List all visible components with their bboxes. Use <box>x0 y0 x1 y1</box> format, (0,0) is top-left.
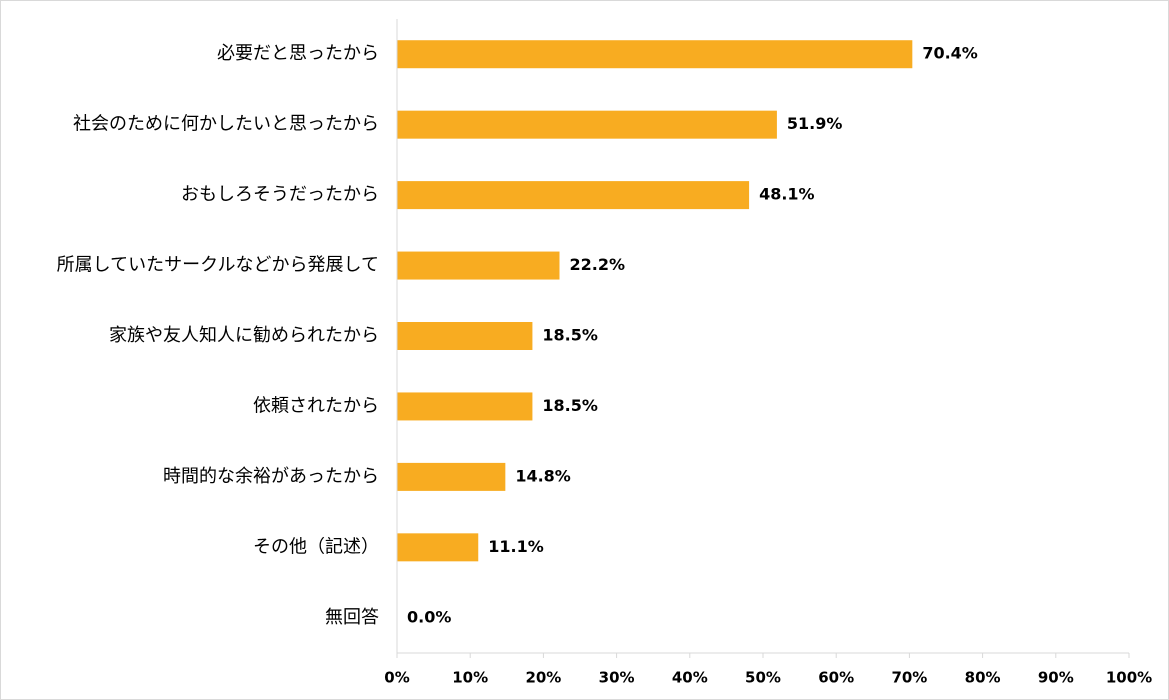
bar-4 <box>397 322 533 350</box>
category-label-0: 必要だと思ったから <box>217 43 379 64</box>
category-label-7: その他（記述） <box>253 536 379 557</box>
x-ticks-group: 0% 10% 20% 30% 40% 50% 60% 70% 80% 90% 100% <box>384 653 1152 687</box>
bar-7 <box>397 533 479 562</box>
value-label-2: 48.1% <box>759 185 815 204</box>
bar-0 <box>397 40 913 69</box>
category-labels-group: 必要だと思ったから社会のために何かしたいと思ったからおもしろそうだったから所属し… <box>57 43 379 628</box>
bar-3 <box>397 251 560 280</box>
value-label-3: 22.2% <box>570 255 626 274</box>
value-label-5: 18.5% <box>542 396 598 415</box>
bars-group <box>397 40 913 562</box>
bar-2 <box>397 181 750 210</box>
x-tick-label-7: 70% <box>891 669 927 687</box>
x-tick-label-10: 100% <box>1106 669 1152 687</box>
category-label-8: 無回答 <box>325 607 379 628</box>
x-tick-label-5: 50% <box>745 669 781 687</box>
category-label-6: 時間的な余裕があったから <box>163 466 379 487</box>
value-label-6: 14.8% <box>515 466 571 485</box>
category-label-3: 所属していたサークルなどから発展して <box>57 255 379 276</box>
value-label-7: 11.1% <box>488 537 544 556</box>
value-label-1: 51.9% <box>787 114 843 133</box>
x-tick-label-4: 40% <box>672 669 708 687</box>
bar-1 <box>397 110 777 139</box>
bar-6 <box>397 462 506 491</box>
x-tick-label-6: 60% <box>818 669 854 687</box>
category-label-5: 依頼されたから <box>253 395 379 416</box>
category-label-4: 家族や友人知人に勧められたから <box>109 325 379 346</box>
x-tick-label-3: 30% <box>599 669 635 687</box>
x-tick-label-1: 10% <box>452 669 488 687</box>
bar-5 <box>397 392 533 421</box>
value-label-0: 70.4% <box>922 44 978 63</box>
value-label-8: 0.0% <box>407 607 451 626</box>
x-tick-label-2: 20% <box>525 669 561 687</box>
x-tick-label-8: 80% <box>965 669 1001 687</box>
category-label-2: おもしろそうだったから <box>181 184 379 205</box>
value-label-4: 18.5% <box>542 326 598 345</box>
value-labels-group: 70.4% 51.9% 48.1% 22.2% 18.5% 18.5% 14.8% 11.1%… <box>407 44 978 627</box>
x-tick-label-0: 0% <box>384 669 409 687</box>
x-tick-label-9: 90% <box>1038 669 1074 687</box>
category-label-1: 社会のために何かしたいと思ったから <box>73 114 379 135</box>
